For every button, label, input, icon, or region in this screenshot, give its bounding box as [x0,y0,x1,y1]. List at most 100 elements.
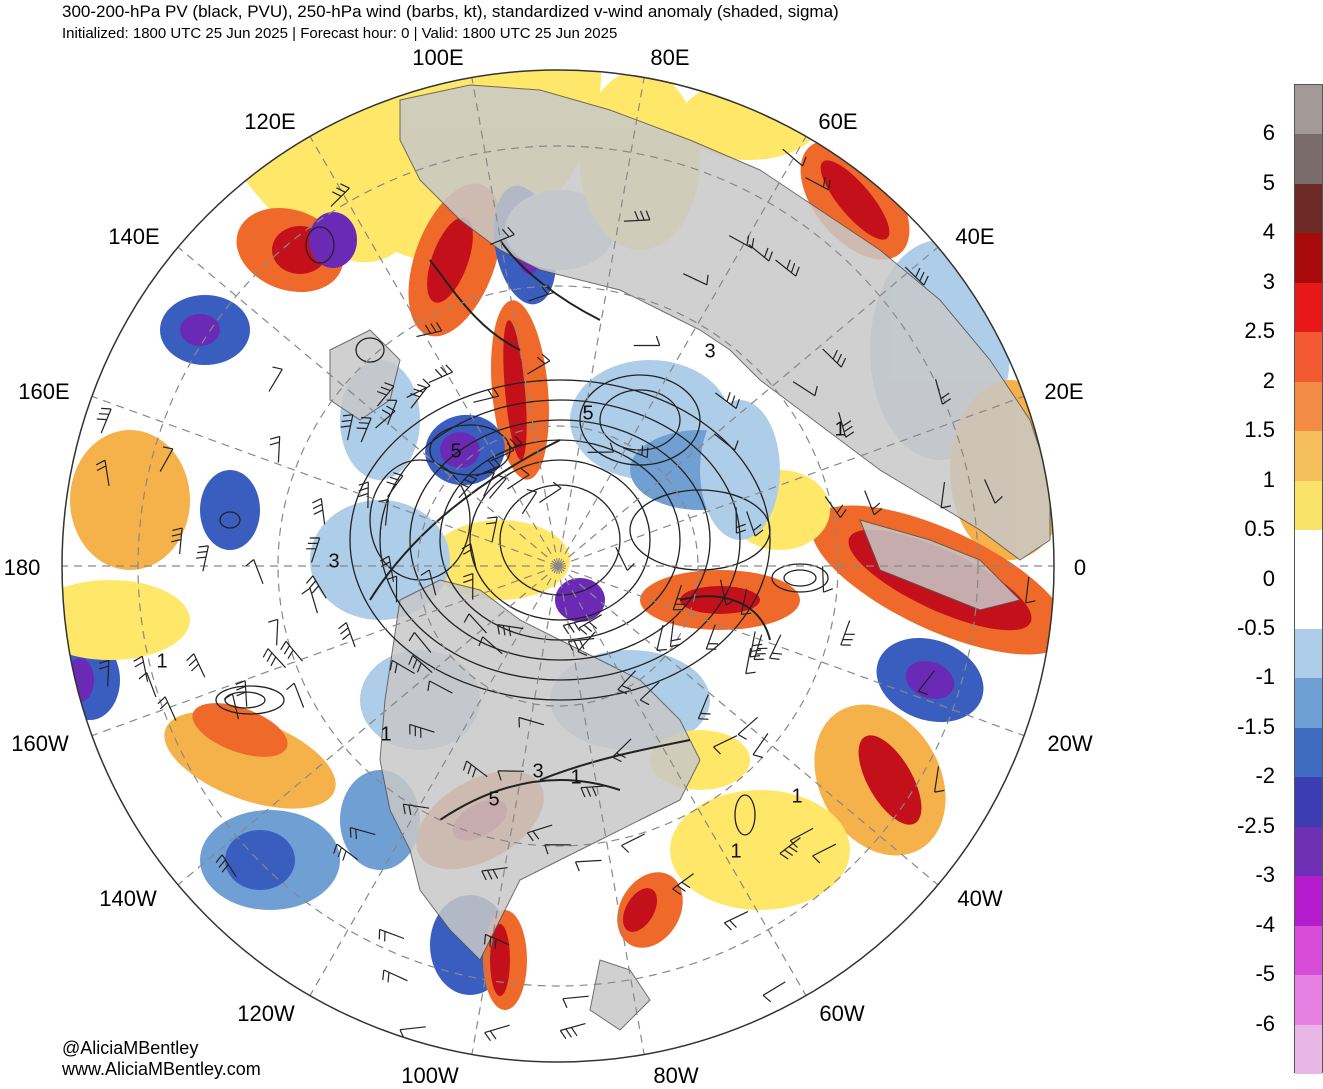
wind-barb [386,399,398,425]
land-mass [589,959,651,1031]
longitude-label: 40W [957,886,1003,911]
pv-contour [629,489,771,571]
pv-contour [355,337,385,363]
anomaly-shading [905,661,955,699]
longitude-label: 60W [819,1001,865,1026]
chart-subtitle: Initialized: 1800 UTC 25 Jun 2025 | Fore… [62,25,618,42]
wind-barb [528,284,554,302]
wind-barb [138,672,157,698]
wind-barb [672,584,687,611]
land-mass [859,519,1021,611]
wind-barb [484,933,510,950]
longitude-label: 180 [3,555,41,580]
colorbar-segment [1295,134,1322,185]
wind-barb [621,833,646,853]
anomaly-shading [70,430,190,570]
pv-contour [409,419,711,661]
wind-barb [775,259,800,277]
wind-barb [376,382,395,407]
wind-barb [779,837,801,860]
pv-contour [599,389,681,451]
wind-barb [330,183,350,207]
wind-barb [567,637,595,651]
anomaly-shading [310,500,450,620]
wind-barb [402,803,430,816]
colorbar-segment [1295,579,1322,630]
wind-barb [497,624,524,637]
anomaly-shading [427,217,473,303]
colorbar-segment [1295,826,1322,877]
pv-contour-label: 5 [582,402,593,424]
anomaly-shading [200,470,260,550]
colorbar-segment [1295,332,1322,383]
wind-barb [904,266,929,286]
longitude-label: 120E [244,109,296,134]
wind-barb [518,716,545,728]
wind-barb [822,348,847,368]
pv-contour [369,439,561,601]
wind-barb [578,614,602,635]
colorbar-segment [1295,480,1322,531]
colorbar-label: -0.5 [1237,614,1275,640]
wind-barbs [95,148,1036,1042]
wind-barb [715,392,740,409]
wind-barb [622,445,649,459]
colorbar-label: 0 [1262,565,1275,591]
wind-barb [458,474,477,499]
wind-barb [349,827,376,840]
wind-barb [382,969,408,983]
wind-barb [478,636,503,655]
pv-contour [734,794,756,836]
wind-barb [268,366,283,392]
wind-barb [683,273,709,286]
wind-barb [378,498,389,526]
wind-barb [416,321,443,338]
longitude-label: 140E [108,224,160,249]
map-boundary [61,69,1055,1063]
wind-barb [245,559,264,585]
wind-barb [539,481,562,504]
wind-barb [521,489,538,515]
wind-barb [268,618,279,646]
wind-barb [408,655,433,674]
wind-barb [737,716,758,740]
pv-contour [349,379,771,701]
meridian-line [557,246,939,567]
wind-barb [338,622,356,648]
land-mass [379,579,701,961]
wind-barb [940,482,952,509]
pv-contour [215,685,285,715]
wind-barb [378,928,405,942]
wind-barb [223,693,240,720]
wind-barb [749,631,763,658]
wind-barb [159,446,174,472]
wind-barb [428,364,454,384]
colorbar-label: 2 [1262,367,1275,393]
wind-barb [408,632,432,653]
wind-barb [639,681,660,706]
wind-barb [792,381,818,397]
wind-barb [633,335,661,347]
wind-barb [934,766,945,793]
wind-barb [133,655,149,682]
pv-contour [539,739,691,781]
pv-contour-label: 3 [532,760,543,782]
wind-barb [917,670,935,696]
wind-barb [286,682,305,708]
colorbar-label: -2 [1255,763,1275,789]
meridian-line [557,565,939,886]
longitude-label: 100E [412,45,464,70]
wind-barb [577,631,596,656]
colorbar-label: -6 [1255,1010,1275,1036]
pv-contour [469,459,651,621]
anomaly-shading [180,314,220,346]
wind-barb [822,566,834,593]
pv-contour-label: 1 [570,766,581,788]
colorbar-segment [1295,431,1322,482]
meridian-line [557,136,807,567]
longitude-label: 40E [955,224,995,249]
colorbar-label: 1 [1262,466,1275,492]
wind-barb [462,760,488,778]
colorbar-segment [1295,727,1322,778]
wind-barb [984,479,1003,504]
